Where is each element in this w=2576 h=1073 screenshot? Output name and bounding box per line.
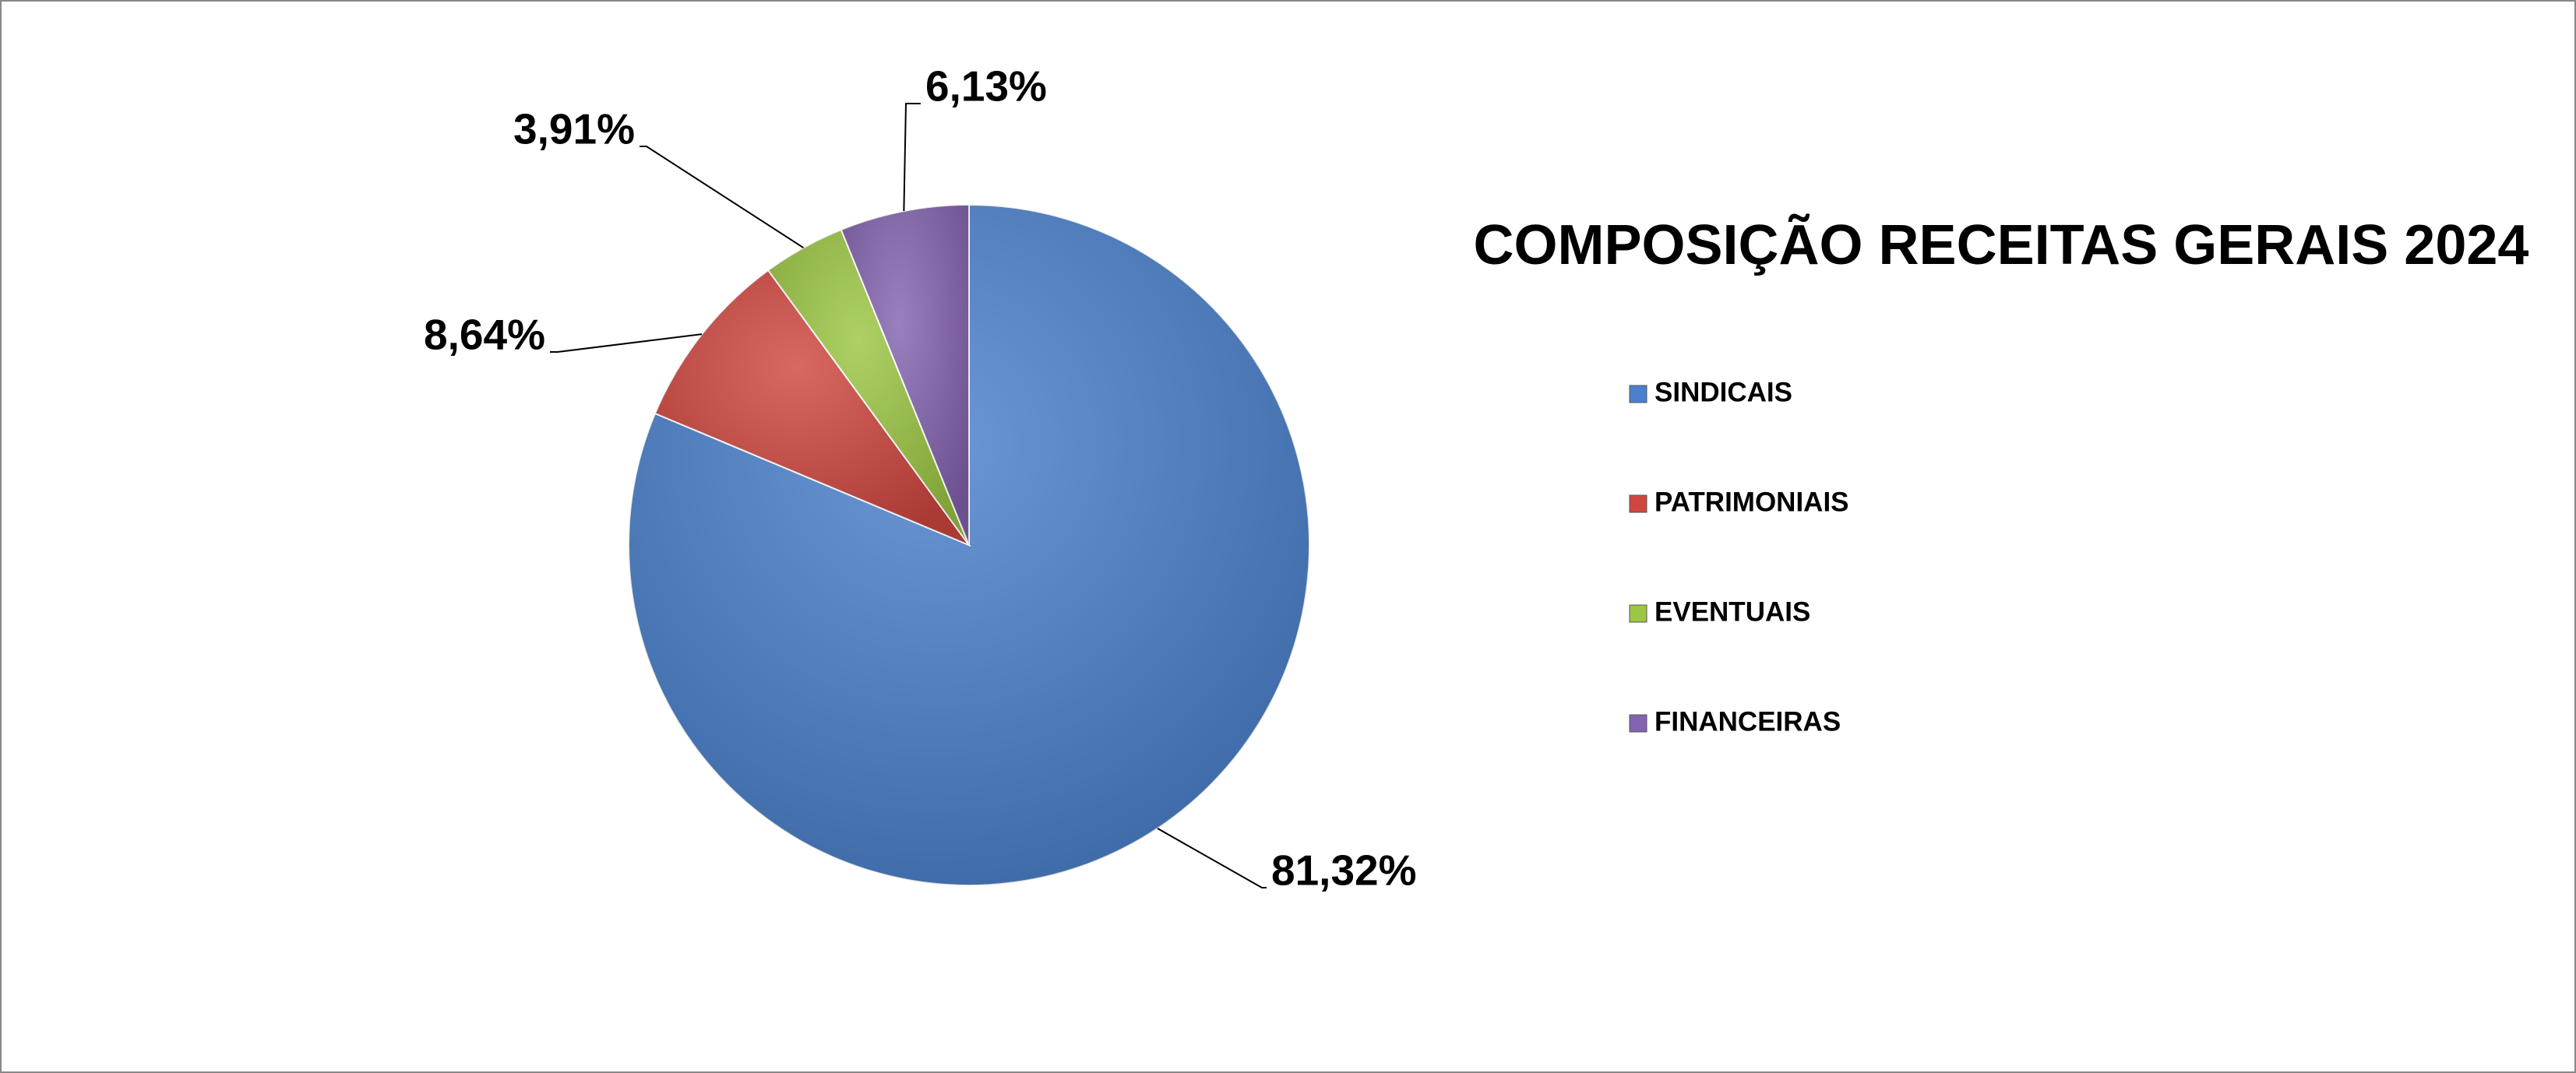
legend-swatch — [1629, 494, 1647, 513]
legend-swatch — [1629, 714, 1647, 733]
legend-label: EVENTUAIS — [1654, 596, 1810, 627]
leader-line — [903, 103, 921, 212]
leader-line — [640, 146, 804, 249]
legend-label: FINANCEIRAS — [1654, 706, 1841, 737]
chart-title: COMPOSIÇÃO RECEITAS GERAIS 2024 — [1474, 213, 2529, 276]
data-label: 3,91% — [513, 105, 635, 153]
leader-line — [550, 333, 703, 353]
legend-swatch — [1629, 385, 1647, 403]
leader-line — [1157, 828, 1267, 888]
data-label: 6,13% — [925, 62, 1047, 111]
data-label: 8,64% — [424, 311, 545, 359]
data-label: 81,32% — [1271, 846, 1417, 895]
legend-label: SINDICAIS — [1654, 377, 1792, 407]
legend-swatch — [1629, 604, 1647, 623]
legend-label: PATRIMONIAIS — [1654, 487, 1849, 517]
